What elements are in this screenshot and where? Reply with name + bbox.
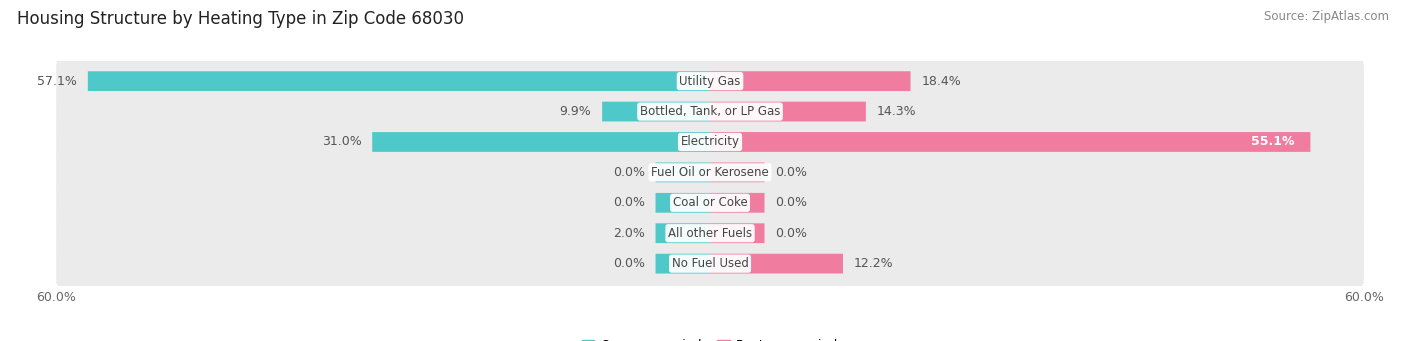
Text: Electricity: Electricity — [681, 135, 740, 148]
Text: 0.0%: 0.0% — [776, 166, 807, 179]
Text: 55.1%: 55.1% — [1250, 135, 1294, 148]
Text: Housing Structure by Heating Type in Zip Code 68030: Housing Structure by Heating Type in Zip… — [17, 10, 464, 28]
FancyBboxPatch shape — [710, 193, 765, 213]
FancyBboxPatch shape — [655, 163, 710, 182]
FancyBboxPatch shape — [710, 254, 844, 273]
FancyBboxPatch shape — [373, 132, 710, 152]
Text: 0.0%: 0.0% — [776, 196, 807, 209]
FancyBboxPatch shape — [655, 254, 710, 273]
Text: 0.0%: 0.0% — [613, 166, 644, 179]
FancyBboxPatch shape — [710, 71, 911, 91]
Text: 18.4%: 18.4% — [921, 75, 962, 88]
FancyBboxPatch shape — [710, 102, 866, 121]
FancyBboxPatch shape — [56, 241, 1364, 286]
Text: 57.1%: 57.1% — [37, 75, 77, 88]
FancyBboxPatch shape — [56, 180, 1364, 225]
Text: 12.2%: 12.2% — [853, 257, 893, 270]
Text: 2.0%: 2.0% — [613, 227, 644, 240]
FancyBboxPatch shape — [710, 132, 1310, 152]
Text: No Fuel Used: No Fuel Used — [672, 257, 748, 270]
FancyBboxPatch shape — [87, 71, 710, 91]
Text: 0.0%: 0.0% — [776, 227, 807, 240]
FancyBboxPatch shape — [655, 193, 710, 213]
Text: Coal or Coke: Coal or Coke — [672, 196, 748, 209]
FancyBboxPatch shape — [56, 59, 1364, 104]
Text: 31.0%: 31.0% — [322, 135, 361, 148]
Text: Utility Gas: Utility Gas — [679, 75, 741, 88]
Legend: Owner-occupied, Renter-occupied: Owner-occupied, Renter-occupied — [582, 339, 838, 341]
Text: 0.0%: 0.0% — [613, 257, 644, 270]
FancyBboxPatch shape — [710, 163, 765, 182]
FancyBboxPatch shape — [56, 210, 1364, 256]
Text: Bottled, Tank, or LP Gas: Bottled, Tank, or LP Gas — [640, 105, 780, 118]
Text: Source: ZipAtlas.com: Source: ZipAtlas.com — [1264, 10, 1389, 23]
Text: 9.9%: 9.9% — [560, 105, 592, 118]
Text: 0.0%: 0.0% — [613, 196, 644, 209]
FancyBboxPatch shape — [56, 150, 1364, 195]
Text: 14.3%: 14.3% — [877, 105, 917, 118]
FancyBboxPatch shape — [602, 102, 710, 121]
FancyBboxPatch shape — [710, 223, 765, 243]
FancyBboxPatch shape — [655, 223, 710, 243]
Text: Fuel Oil or Kerosene: Fuel Oil or Kerosene — [651, 166, 769, 179]
FancyBboxPatch shape — [56, 119, 1364, 165]
FancyBboxPatch shape — [56, 89, 1364, 134]
Text: All other Fuels: All other Fuels — [668, 227, 752, 240]
